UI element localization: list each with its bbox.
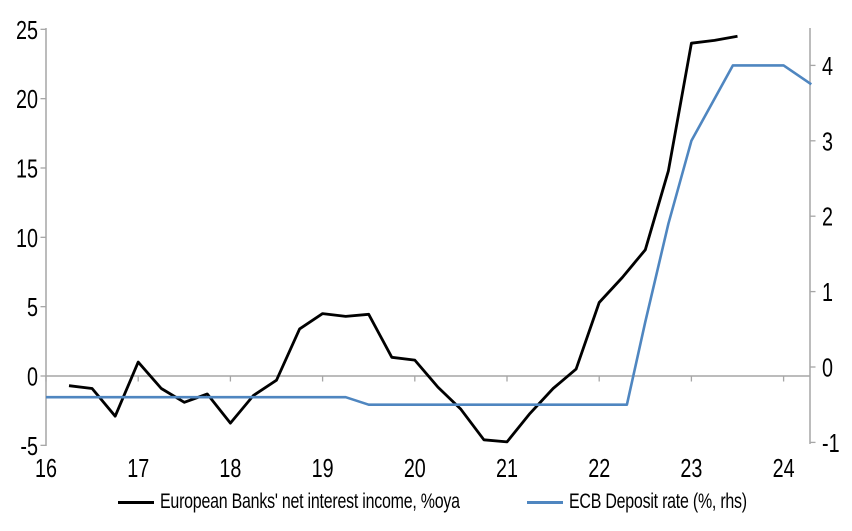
legend-label-nii: European Banks' net interest income, %oy… <box>160 490 460 513</box>
right-axis-tick-label: 3 <box>822 127 833 156</box>
legend-item-nii: European Banks' net interest income, %oy… <box>118 490 554 513</box>
x-axis-tick-label: 24 <box>773 453 795 482</box>
left-axis-tick-label: 5 <box>27 293 38 322</box>
x-axis-tick-label: 20 <box>404 453 426 482</box>
x-axis-tick-label: 16 <box>35 453 57 482</box>
x-axis-tick-label: 17 <box>127 453 149 482</box>
x-axis-tick-label: 22 <box>588 453 610 482</box>
right-axis-tick-label: 1 <box>822 277 833 306</box>
x-axis-tick-label: 19 <box>312 453 334 482</box>
left-axis-tick-label: 0 <box>27 362 38 391</box>
x-axis-tick-label: 18 <box>219 453 241 482</box>
legend: European Banks' net interest income, %oy… <box>0 490 852 513</box>
left-axis-tick-label: -5 <box>20 431 38 460</box>
legend-label-deposit-rate: ECB Deposit rate (%, rhs) <box>569 490 747 513</box>
nii-line-swatch <box>118 500 154 504</box>
left-axis-tick-label: 25 <box>16 15 38 44</box>
right-axis-tick-label: 4 <box>822 51 833 80</box>
x-axis-tick-label: 23 <box>680 453 702 482</box>
deposit-rate-line <box>46 64 813 407</box>
left-axis-tick-label: 15 <box>16 154 38 183</box>
deposit-rate-line-swatch <box>527 500 563 504</box>
x-axis-tick-label: 21 <box>496 453 518 482</box>
right-axis-tick-label: 2 <box>822 202 833 231</box>
left-axis-tick-label: 10 <box>16 223 38 252</box>
left-axis-tick-label: 20 <box>16 85 38 114</box>
nii-line <box>68 34 738 444</box>
right-axis-tick-label: -1 <box>822 428 840 457</box>
right-axis-tick-label: 0 <box>822 353 833 382</box>
legend-item-deposit-rate: ECB Deposit rate (%, rhs) <box>527 490 803 513</box>
